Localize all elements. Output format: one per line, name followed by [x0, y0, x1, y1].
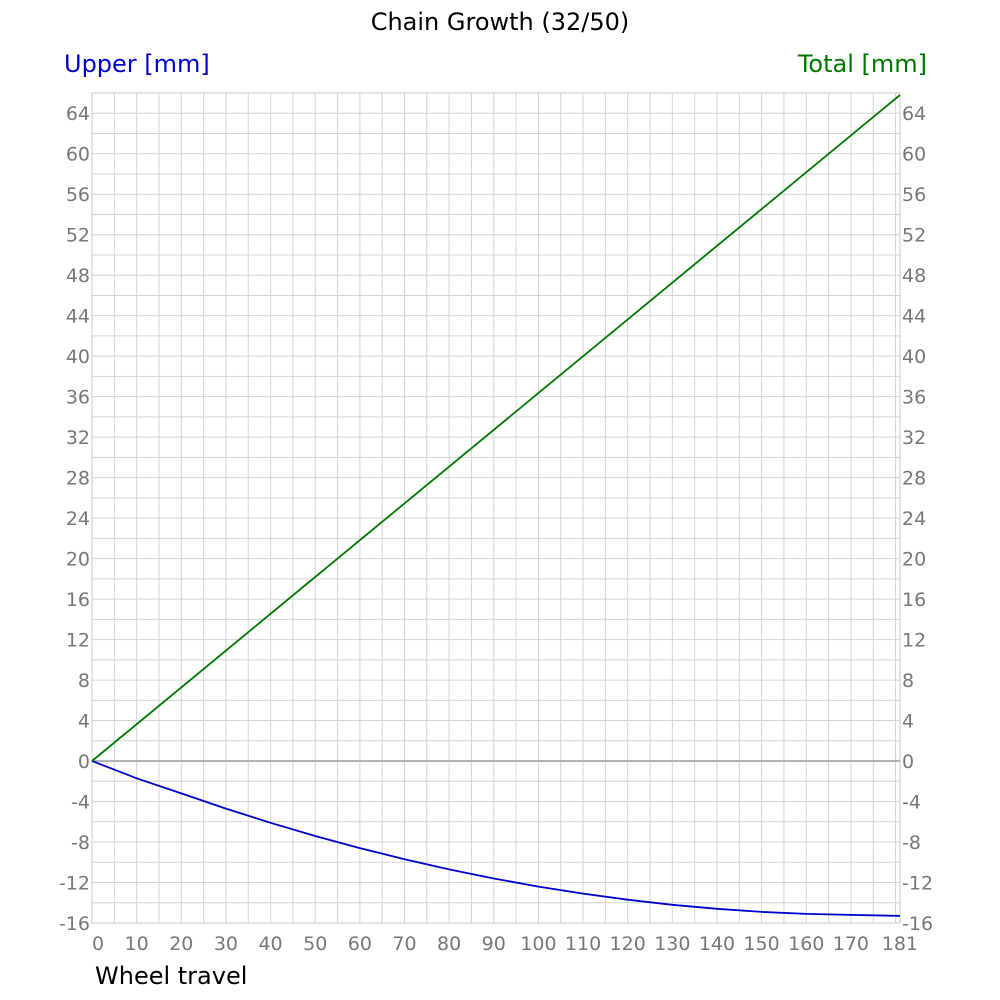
- y-tick-label-left: 12: [66, 630, 90, 652]
- right-axis-label: Total [mm]: [797, 50, 927, 78]
- y-tick-label-left: 48: [66, 265, 90, 287]
- y-tick-label-left: -12: [59, 873, 90, 895]
- chart-title: Chain Growth (32/50): [370, 8, 630, 36]
- x-tick-label: 20: [169, 933, 193, 955]
- x-tick-label: 170: [833, 933, 869, 955]
- y-tick-label-right: 16: [902, 589, 926, 611]
- y-tick-label-right: 64: [902, 103, 926, 125]
- y-tick-label-left: 8: [78, 670, 90, 692]
- y-tick-label-left: 4: [78, 711, 90, 733]
- x-tick-label: 50: [303, 933, 327, 955]
- x-tick-label: 120: [610, 933, 646, 955]
- x-tick-label: 150: [743, 933, 779, 955]
- x-tick-label: 80: [437, 933, 461, 955]
- y-tick-label-right: 32: [902, 427, 926, 449]
- y-tick-label-left: 0: [78, 751, 90, 773]
- y-tick-label-left: 44: [66, 306, 90, 328]
- y-tick-label-left: 40: [66, 346, 90, 368]
- y-tick-label-right: -8: [902, 832, 921, 854]
- y-tick-label-left: 24: [66, 508, 90, 530]
- x-tick-label: 100: [520, 933, 556, 955]
- series-line: [91, 760, 901, 917]
- y-tick-label-right: 40: [902, 346, 926, 368]
- y-tick-label-right: 24: [902, 508, 926, 530]
- x-tick-label: 130: [654, 933, 690, 955]
- y-tick-label-right: 52: [902, 225, 926, 247]
- x-tick-label: 60: [348, 933, 372, 955]
- y-tick-label-left: 52: [66, 225, 90, 247]
- x-tick-label: 90: [482, 933, 506, 955]
- y-tick-label-left: 64: [66, 103, 90, 125]
- y-tick-label-left: 36: [66, 387, 90, 409]
- y-tick-label-right: 44: [902, 306, 926, 328]
- y-tick-label-left: -16: [59, 913, 90, 935]
- y-tick-label-left: 28: [66, 468, 90, 490]
- x-tick-label: 40: [258, 933, 282, 955]
- y-tick-label-left: 20: [66, 549, 90, 571]
- plot-border: [91, 92, 901, 924]
- series-line: [91, 94, 901, 762]
- y-tick-label-right: 0: [902, 751, 914, 773]
- y-tick-label-right: 12: [902, 630, 926, 652]
- x-axis-label: Wheel travel: [95, 962, 248, 990]
- x-tick-label: 110: [565, 933, 601, 955]
- y-tick-label-right: 60: [902, 144, 926, 166]
- y-tick-label-right: -4: [902, 792, 921, 814]
- y-tick-label-left: 56: [66, 184, 90, 206]
- y-tick-label-right: 48: [902, 265, 926, 287]
- y-tick-label-right: 4: [902, 711, 914, 733]
- y-tick-label-right: -16: [902, 913, 933, 935]
- y-tick-label-right: 36: [902, 387, 926, 409]
- x-tick-label: 70: [392, 933, 416, 955]
- y-tick-label-right: 28: [902, 468, 926, 490]
- y-tick-label-right: 8: [902, 670, 914, 692]
- y-tick-label-right: -12: [902, 873, 933, 895]
- x-tick-label: 10: [125, 933, 149, 955]
- y-tick-label-left: 32: [66, 427, 90, 449]
- x-tick-label: 160: [788, 933, 824, 955]
- x-tick-label: 140: [699, 933, 735, 955]
- y-tick-label-right: 20: [902, 549, 926, 571]
- left-axis-label: Upper [mm]: [64, 50, 210, 78]
- y-tick-label-left: -8: [71, 832, 90, 854]
- y-tick-label-left: 60: [66, 144, 90, 166]
- y-tick-label-left: 16: [66, 589, 90, 611]
- y-tick-label-left: -4: [71, 792, 90, 814]
- y-tick-label-right: 56: [902, 184, 926, 206]
- x-tick-label: 30: [214, 933, 238, 955]
- x-tick-label: 0: [92, 933, 104, 955]
- x-tick-label: 181: [882, 933, 918, 955]
